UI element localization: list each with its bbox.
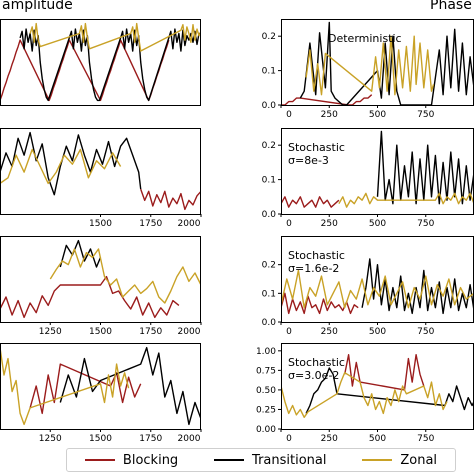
amplitude-row3-series-blocking (0, 275, 180, 319)
phase-row2-series-zonal (338, 192, 474, 208)
x-tick-label: 750 (417, 327, 434, 337)
phase-row3-series-transitional (361, 258, 474, 315)
x-tick-label: 750 (417, 110, 434, 120)
x-tick-label: 750 (417, 219, 434, 229)
amplitude-row1-frame (0, 19, 201, 106)
amplitude-row3-series-zonal (49, 248, 201, 304)
amplitude-row1-series-transitional (19, 28, 201, 102)
legend-item-transitional: Transitional (214, 452, 327, 468)
x-tick-label: 0 (286, 110, 292, 120)
x-tick-label: 250 (321, 219, 338, 229)
amplitude-row2-series-blocking (140, 188, 201, 211)
phase-row4-series-transitional (305, 367, 474, 414)
y-tick-label: 0.0 (262, 318, 277, 328)
phase-column-title: Phase (430, 0, 472, 13)
phase-row1-series-transitional (299, 21, 474, 105)
amplitude-row4-series-transitional (59, 346, 201, 426)
y-tick-label: 1.00 (256, 347, 276, 357)
phase-panel-4: 0 250 500 750 0.00 0.25 0.50 0.75 1.00 Stochastic… (256, 343, 474, 444)
amplitude-panel-1 (0, 19, 201, 106)
x-tick-label: 250 (321, 110, 338, 120)
panel-annotation: Stochastic (288, 356, 345, 369)
panel-annotation: σ=1.6e-2 (288, 262, 339, 275)
panel-annotation: σ=3.0e-2 (288, 369, 339, 382)
legend-swatch (214, 459, 245, 461)
x-tick-label: 1500 (89, 434, 112, 444)
legend: Blocking Transitional Zonal (66, 448, 456, 472)
y-tick-label: 0.2 (262, 32, 276, 42)
amplitude-row2-series-transitional (0, 131, 142, 196)
amplitude-panel-3: 1250 1500 1750 2000 (0, 236, 202, 337)
phase-row4-series-blocking (344, 354, 425, 391)
x-tick-label: 500 (369, 434, 386, 444)
figure-canvas: 1500 1750 2000 1250 1500 1750 2000 1250 1500 1750… (0, 19, 474, 444)
x-tick-label: 250 (321, 434, 338, 444)
y-tick-label: 0.2 (262, 141, 276, 151)
x-tick-label: 1750 (139, 434, 162, 444)
y-tick-label: 0.25 (256, 405, 276, 415)
panel-annotation: Stochastic (288, 141, 345, 154)
x-tick-label: 500 (369, 110, 386, 120)
x-tick-label: 2000 (178, 327, 201, 337)
amplitude-row2-frame (0, 128, 201, 215)
y-tick-label: 0.0 (262, 210, 277, 220)
x-tick-label: 1250 (39, 327, 62, 337)
amplitude-column-title: amplitude (2, 0, 73, 13)
amplitude-row4-series-blocking (29, 363, 142, 415)
amplitude-row1-series-zonal (29, 22, 201, 52)
x-tick-label: 0 (286, 327, 292, 337)
y-tick-label: 0.75 (256, 366, 276, 376)
x-tick-label: 1500 (89, 219, 112, 229)
panel-annotation: Deterministic (328, 32, 402, 45)
phase-row2-series-blocking (281, 196, 340, 208)
phase-row1-series-blocking (281, 94, 373, 105)
x-tick-label: 1500 (89, 327, 112, 337)
amplitude-panel-4: 1250 1500 1750 2000 (0, 343, 202, 444)
x-tick-label: 500 (369, 327, 386, 337)
y-tick-label: 0.50 (256, 386, 276, 396)
y-tick-label: 0.1 (262, 176, 276, 186)
phase-row2-series-transitional (376, 130, 474, 205)
x-tick-label: 1750 (139, 219, 162, 229)
legend-item-blocking: Blocking (84, 452, 179, 468)
legend-label: Blocking (122, 452, 179, 468)
panel-annotation: Stochastic (288, 249, 345, 262)
x-tick-label: 750 (417, 434, 434, 444)
legend-swatch (362, 459, 393, 461)
x-tick-label: 250 (321, 327, 338, 337)
x-tick-label: 1250 (39, 434, 62, 444)
amplitude-row3-frame (0, 236, 201, 323)
phase-panel-1: 0 250 500 750 0.0 0.1 0.2 Deterministic (262, 19, 474, 120)
x-tick-label: 500 (369, 219, 386, 229)
legend-label: Transitional (252, 452, 327, 468)
legend-label: Zonal (400, 452, 438, 468)
x-tick-label: 0 (286, 219, 292, 229)
panel-annotation: σ=8e-3 (288, 154, 329, 167)
y-tick-label: 0.0 (262, 101, 277, 111)
x-tick-label: 1750 (139, 327, 162, 337)
amplitude-row4-series-zonal (0, 347, 130, 426)
y-tick-label: 0.2 (262, 261, 276, 271)
amplitude-panel-2: 1500 1750 2000 (0, 128, 202, 229)
y-tick-label: 0.1 (262, 67, 276, 77)
amplitude-row3-series-transitional (59, 239, 102, 268)
amplitude-row2-series-zonal (0, 148, 122, 185)
x-tick-label: 0 (286, 434, 292, 444)
x-tick-label: 2000 (178, 219, 201, 229)
y-tick-label: 0.00 (256, 425, 276, 435)
phase-row1-series-zonal (305, 35, 435, 96)
x-tick-label: 2000 (178, 434, 201, 444)
y-tick-label: 0.1 (262, 289, 276, 299)
legend-swatch (84, 459, 115, 461)
phase-row4-series-zonal (281, 372, 448, 418)
phase-row3-series-zonal (281, 269, 474, 309)
legend-item-zonal: Zonal (362, 453, 437, 468)
